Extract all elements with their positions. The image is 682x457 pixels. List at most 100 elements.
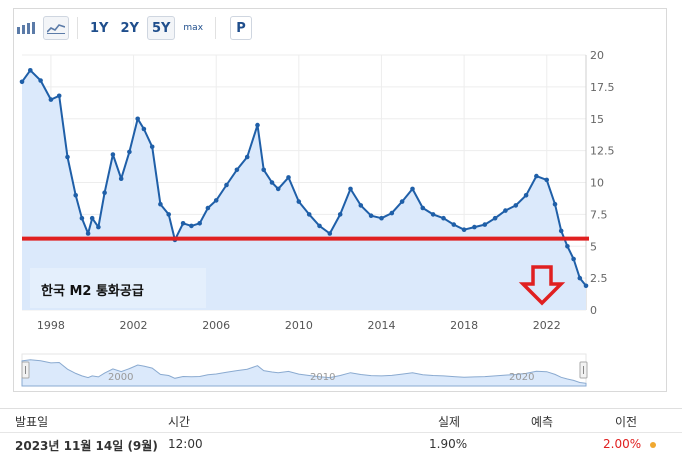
data-point (166, 212, 171, 217)
y-tick-label: 17.5 (590, 81, 615, 94)
data-point (141, 126, 147, 132)
y-tick-label: 2.5 (590, 272, 608, 285)
data-point (399, 199, 405, 204)
y-tick-label: 7.5 (590, 208, 608, 221)
y-tick-label: 10 (590, 177, 604, 190)
data-point (523, 193, 529, 198)
data-point (234, 167, 240, 173)
x-tick-label: 2006 (202, 319, 230, 332)
chart-toolbar: 1Y 2Y 5Y max P (13, 14, 253, 42)
data-point (583, 283, 589, 289)
row-actual: 1.90% (429, 437, 468, 451)
data-point (19, 79, 25, 85)
data-point (358, 203, 364, 208)
data-point (492, 215, 498, 221)
data-point (197, 221, 202, 226)
data-point (79, 215, 85, 221)
data-point (296, 199, 302, 204)
data-point (513, 203, 519, 208)
x-tick-label: 1998 (37, 319, 65, 332)
toolbar-divider (215, 17, 217, 39)
data-point (379, 215, 384, 221)
x-tick-label: 2014 (367, 319, 395, 332)
data-point (368, 213, 374, 218)
data-point (255, 122, 260, 128)
header-previous: 이전 (615, 415, 638, 429)
annotation-label: 한국 M2 통화공급 (41, 283, 144, 299)
data-point (286, 175, 291, 180)
x-tick-label: 2022 (533, 319, 561, 332)
range-max-button[interactable]: max (183, 23, 204, 33)
data-point (158, 201, 163, 207)
data-point (73, 193, 78, 198)
bar-chart-icon[interactable] (13, 16, 39, 40)
y-tick-label: 15 (590, 113, 604, 126)
data-point (441, 215, 446, 221)
down-arrow-icon (518, 265, 566, 306)
data-point (337, 212, 343, 217)
annotation-label-box (30, 268, 206, 308)
data-point (461, 227, 467, 232)
range-5y-button[interactable]: 5Y (146, 16, 176, 40)
data-point (213, 198, 219, 203)
data-point (577, 275, 583, 281)
line-chart-icon[interactable] (43, 16, 69, 40)
navigator-tick: 2020 (509, 372, 534, 383)
x-tick-label: 2010 (285, 319, 313, 332)
data-point (149, 144, 155, 150)
data-point (269, 180, 275, 185)
data-point (135, 116, 140, 122)
data-point (110, 152, 116, 157)
data-point (327, 231, 333, 236)
navigator-chart: 2000 2010 2020 (21, 353, 588, 387)
y-tick-label: 5 (590, 240, 597, 253)
data-point (389, 210, 395, 216)
table-row: 2023년 11월 14일 (9월) 12:00 1.90% 2.00% (0, 432, 682, 457)
navigator-series (21, 359, 587, 387)
data-point (180, 221, 186, 226)
data-point (261, 167, 267, 173)
data-point (189, 223, 194, 229)
y-tick-label: 20 (590, 49, 604, 62)
data-point (430, 212, 436, 217)
series-area (22, 70, 586, 310)
data-point (544, 177, 549, 183)
data-point (96, 224, 101, 230)
row-time: 12:00 (168, 437, 203, 451)
data-point (565, 244, 570, 249)
range-2y-button[interactable]: 2Y (120, 20, 139, 36)
range-1y-button[interactable]: 1Y (90, 20, 109, 36)
header-time: 시간 (168, 415, 191, 429)
data-point (503, 208, 508, 213)
data-point (534, 173, 539, 179)
data-point (48, 97, 54, 102)
data-point (118, 176, 124, 181)
data-point (317, 223, 322, 229)
navigator-tick: 2000 (108, 372, 133, 383)
data-point (85, 231, 91, 236)
x-tick-label: 2018 (450, 319, 478, 332)
data-point (205, 205, 211, 211)
navigator-tick: 2010 (310, 372, 335, 383)
data-point (472, 224, 477, 230)
row-release-date: 2023년 11월 14일 (9월) (15, 439, 158, 453)
data-point (451, 222, 457, 227)
row-previous: 2.00% (603, 437, 642, 451)
data-point (28, 68, 33, 73)
data-point (65, 154, 70, 160)
data-point (558, 228, 564, 234)
data-point (571, 256, 576, 262)
y-tick-label: 0 (590, 304, 597, 317)
data-point (38, 78, 43, 83)
x-tick-label: 2002 (120, 319, 148, 332)
data-point (420, 205, 426, 211)
toolbar-divider (77, 17, 78, 39)
data-point (244, 154, 250, 160)
m2-line-chart: 0 2.5 5 7.5 10 12.5 15 17.5 20 1998 2002 2006 2010 2… (19, 49, 615, 332)
table-header-row: 발표일 시간 실제 예측 이전 (0, 408, 682, 433)
status-dot (650, 442, 656, 448)
header-release-date: 발표일 (15, 415, 49, 429)
data-point (127, 149, 132, 155)
p-button[interactable]: P (230, 16, 253, 40)
data-point (89, 215, 95, 221)
